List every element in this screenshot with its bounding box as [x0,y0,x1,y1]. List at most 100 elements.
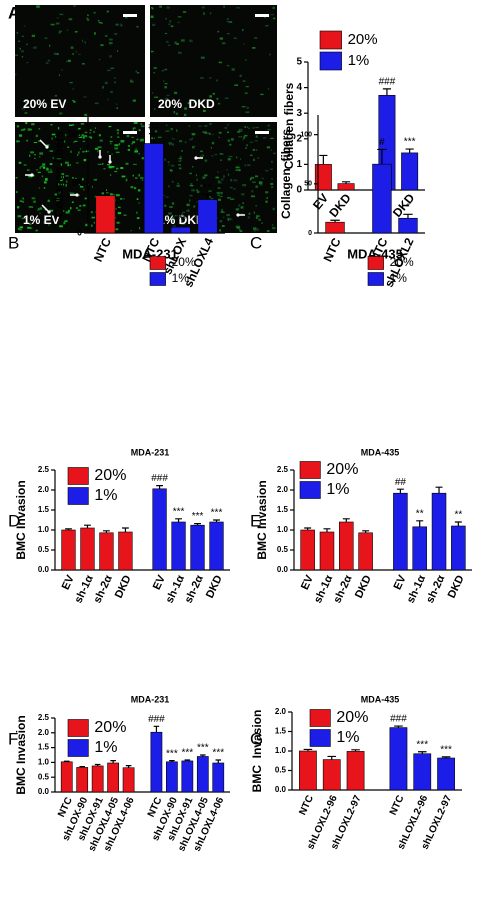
error-bar [394,725,403,728]
fiber-speck [78,151,80,154]
fiber-speck [150,6,153,9]
fiber-speck [124,16,128,19]
fiber-speck [169,20,172,23]
fiber-speck [140,122,143,126]
fiber-speck [110,67,115,69]
bar [91,765,104,793]
fiber-speck [48,224,50,226]
fiber-speck [164,83,168,85]
arrow-head [236,213,240,217]
fiber-speck [220,209,224,212]
fiber-speck [200,77,204,79]
fiber-speck [74,140,78,142]
fiber-speck [25,122,28,125]
fiber-speck [235,156,238,159]
fiber-speck [178,157,182,160]
error-bar [156,485,163,489]
y-axis-label: Collagen fibers [282,82,296,169]
fiber-speck [153,108,156,111]
fiber-speck [227,197,231,199]
fiber-speck [70,150,72,153]
significance-marker: ### [379,77,396,88]
significance-marker: *** [212,748,224,759]
fiber-speck [204,174,208,177]
fiber-speck [28,206,33,208]
bar [412,526,427,571]
fiber-speck [32,174,35,177]
fiber-speck [208,196,212,198]
fiber-speck [63,210,65,212]
y-tick-label: 5 [296,57,302,68]
fiber-speck [37,209,40,211]
fiber-speck [196,178,198,181]
fiber-speck [104,81,108,85]
fiber-speck [255,216,258,219]
bar [181,760,194,793]
y-tick-label: 50 [304,181,312,188]
fiber-speck [49,209,54,212]
fiber-speck [141,179,144,181]
fiber-speck [238,204,241,207]
fiber-speck [174,215,178,217]
fiber-speck [253,230,257,232]
legend-swatch [367,272,384,286]
x-tick-label: sh-2α [91,573,114,605]
fiber-speck [23,25,26,27]
fiber-speck [150,50,154,53]
fiber-speck [236,226,241,229]
fiber-speck [211,155,214,157]
fiber-speck [260,93,264,96]
fiber-speck [171,220,175,223]
fiber-speck [220,159,222,162]
fiber-speck [64,161,69,164]
fiber-speck [58,74,61,77]
significance-marker: ** [204,182,212,193]
fiber-speck [186,203,190,207]
fiber-speck [202,176,206,179]
fiber-speck [265,170,269,172]
fiber-speck [38,128,41,130]
fiber-speck [223,216,225,219]
fiber-speck [21,55,24,58]
significance-marker: *** [192,511,204,522]
fiber-speck [85,150,90,153]
fiber-speck [165,130,170,132]
fiber-speck [244,126,247,128]
fiber-speck [18,134,23,137]
fiber-speck [81,62,85,65]
y-tick-label: 2.5 [38,465,50,474]
fiber-speck [105,189,108,191]
fiber-speck [65,211,70,214]
arrow-head [47,210,51,214]
legend-swatch [67,467,89,485]
panel-letter: E [250,511,261,530]
fiber-speck [217,194,220,196]
fiber-speck [224,127,227,129]
fiber-speck [91,216,96,219]
fiber-speck [104,35,108,37]
fiber-speck [171,137,173,139]
fiber-speck [245,111,250,113]
y-tick-label: 0.0 [38,787,50,796]
fiber-speck [15,176,18,179]
legend-label: 20% [336,709,368,726]
fiber-speck [219,195,223,198]
y-tick-label: 1.0 [275,746,287,755]
fiber-speck [258,181,263,184]
bar [451,525,466,571]
fiber-speck [20,129,25,131]
fiber-speck [239,74,242,77]
fiber-speck [200,56,205,59]
fiber-speck [121,175,126,178]
fiber-speck [223,5,225,8]
fiber-speck [23,164,27,166]
fiber-speck [246,144,248,147]
fiber-speck [111,153,113,155]
fiber-speck [227,123,229,127]
fiber-speck [101,192,105,195]
micrograph-label: 20% EV [23,97,66,111]
error-bar [125,765,132,768]
fiber-speck [167,220,170,222]
fiber-speck [189,199,191,202]
fiber-speck [258,218,261,221]
